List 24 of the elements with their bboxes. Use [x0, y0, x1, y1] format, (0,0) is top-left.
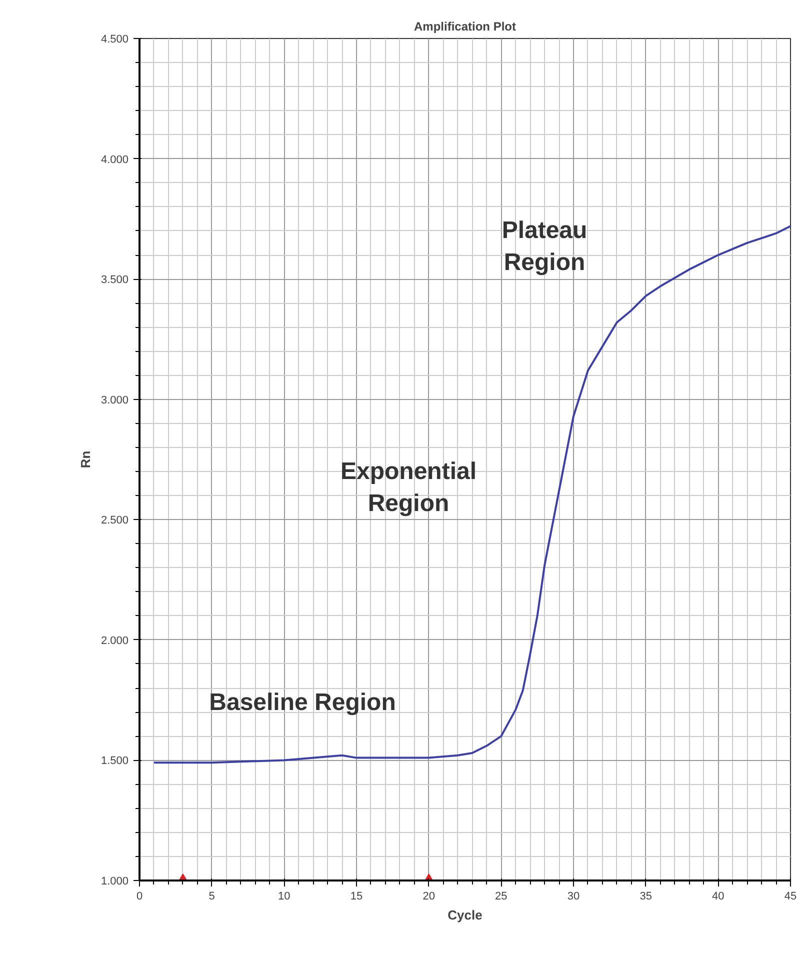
y-tick-label: 3.000	[100, 394, 129, 406]
x-tick-label: 25	[495, 890, 508, 902]
y-tick-label: 4.000	[100, 154, 129, 166]
annotation: Plateau Region	[502, 216, 588, 276]
y-axis-title: Rn	[78, 450, 93, 468]
y-tick-label: 2.000	[100, 634, 129, 647]
x-tick-label: 40	[712, 890, 724, 902]
y-tick-label: 4.500	[100, 34, 129, 46]
x-tick-label: 20	[422, 890, 435, 902]
x-tick-label: 0	[136, 890, 143, 902]
annotation: Exponential Region	[340, 458, 477, 518]
x-tick-label: 45	[784, 890, 797, 902]
y-tick-label: 1.000	[100, 876, 129, 888]
y-tick-label: 1.500	[100, 755, 129, 768]
x-tick-label: 5	[208, 890, 215, 902]
x-axis-title: Cycle	[448, 908, 482, 922]
y-tick-label: 3.500	[100, 274, 129, 286]
y-tick-label: 2.500	[100, 514, 129, 527]
x-tick-label: 35	[640, 890, 652, 902]
x-tick-label: 15	[350, 890, 363, 902]
x-tick-label: 30	[567, 890, 580, 902]
chart-title: Amplification Plot	[414, 20, 516, 34]
x-tick-label: 10	[278, 890, 290, 902]
annotation: Baseline Region	[209, 689, 396, 716]
